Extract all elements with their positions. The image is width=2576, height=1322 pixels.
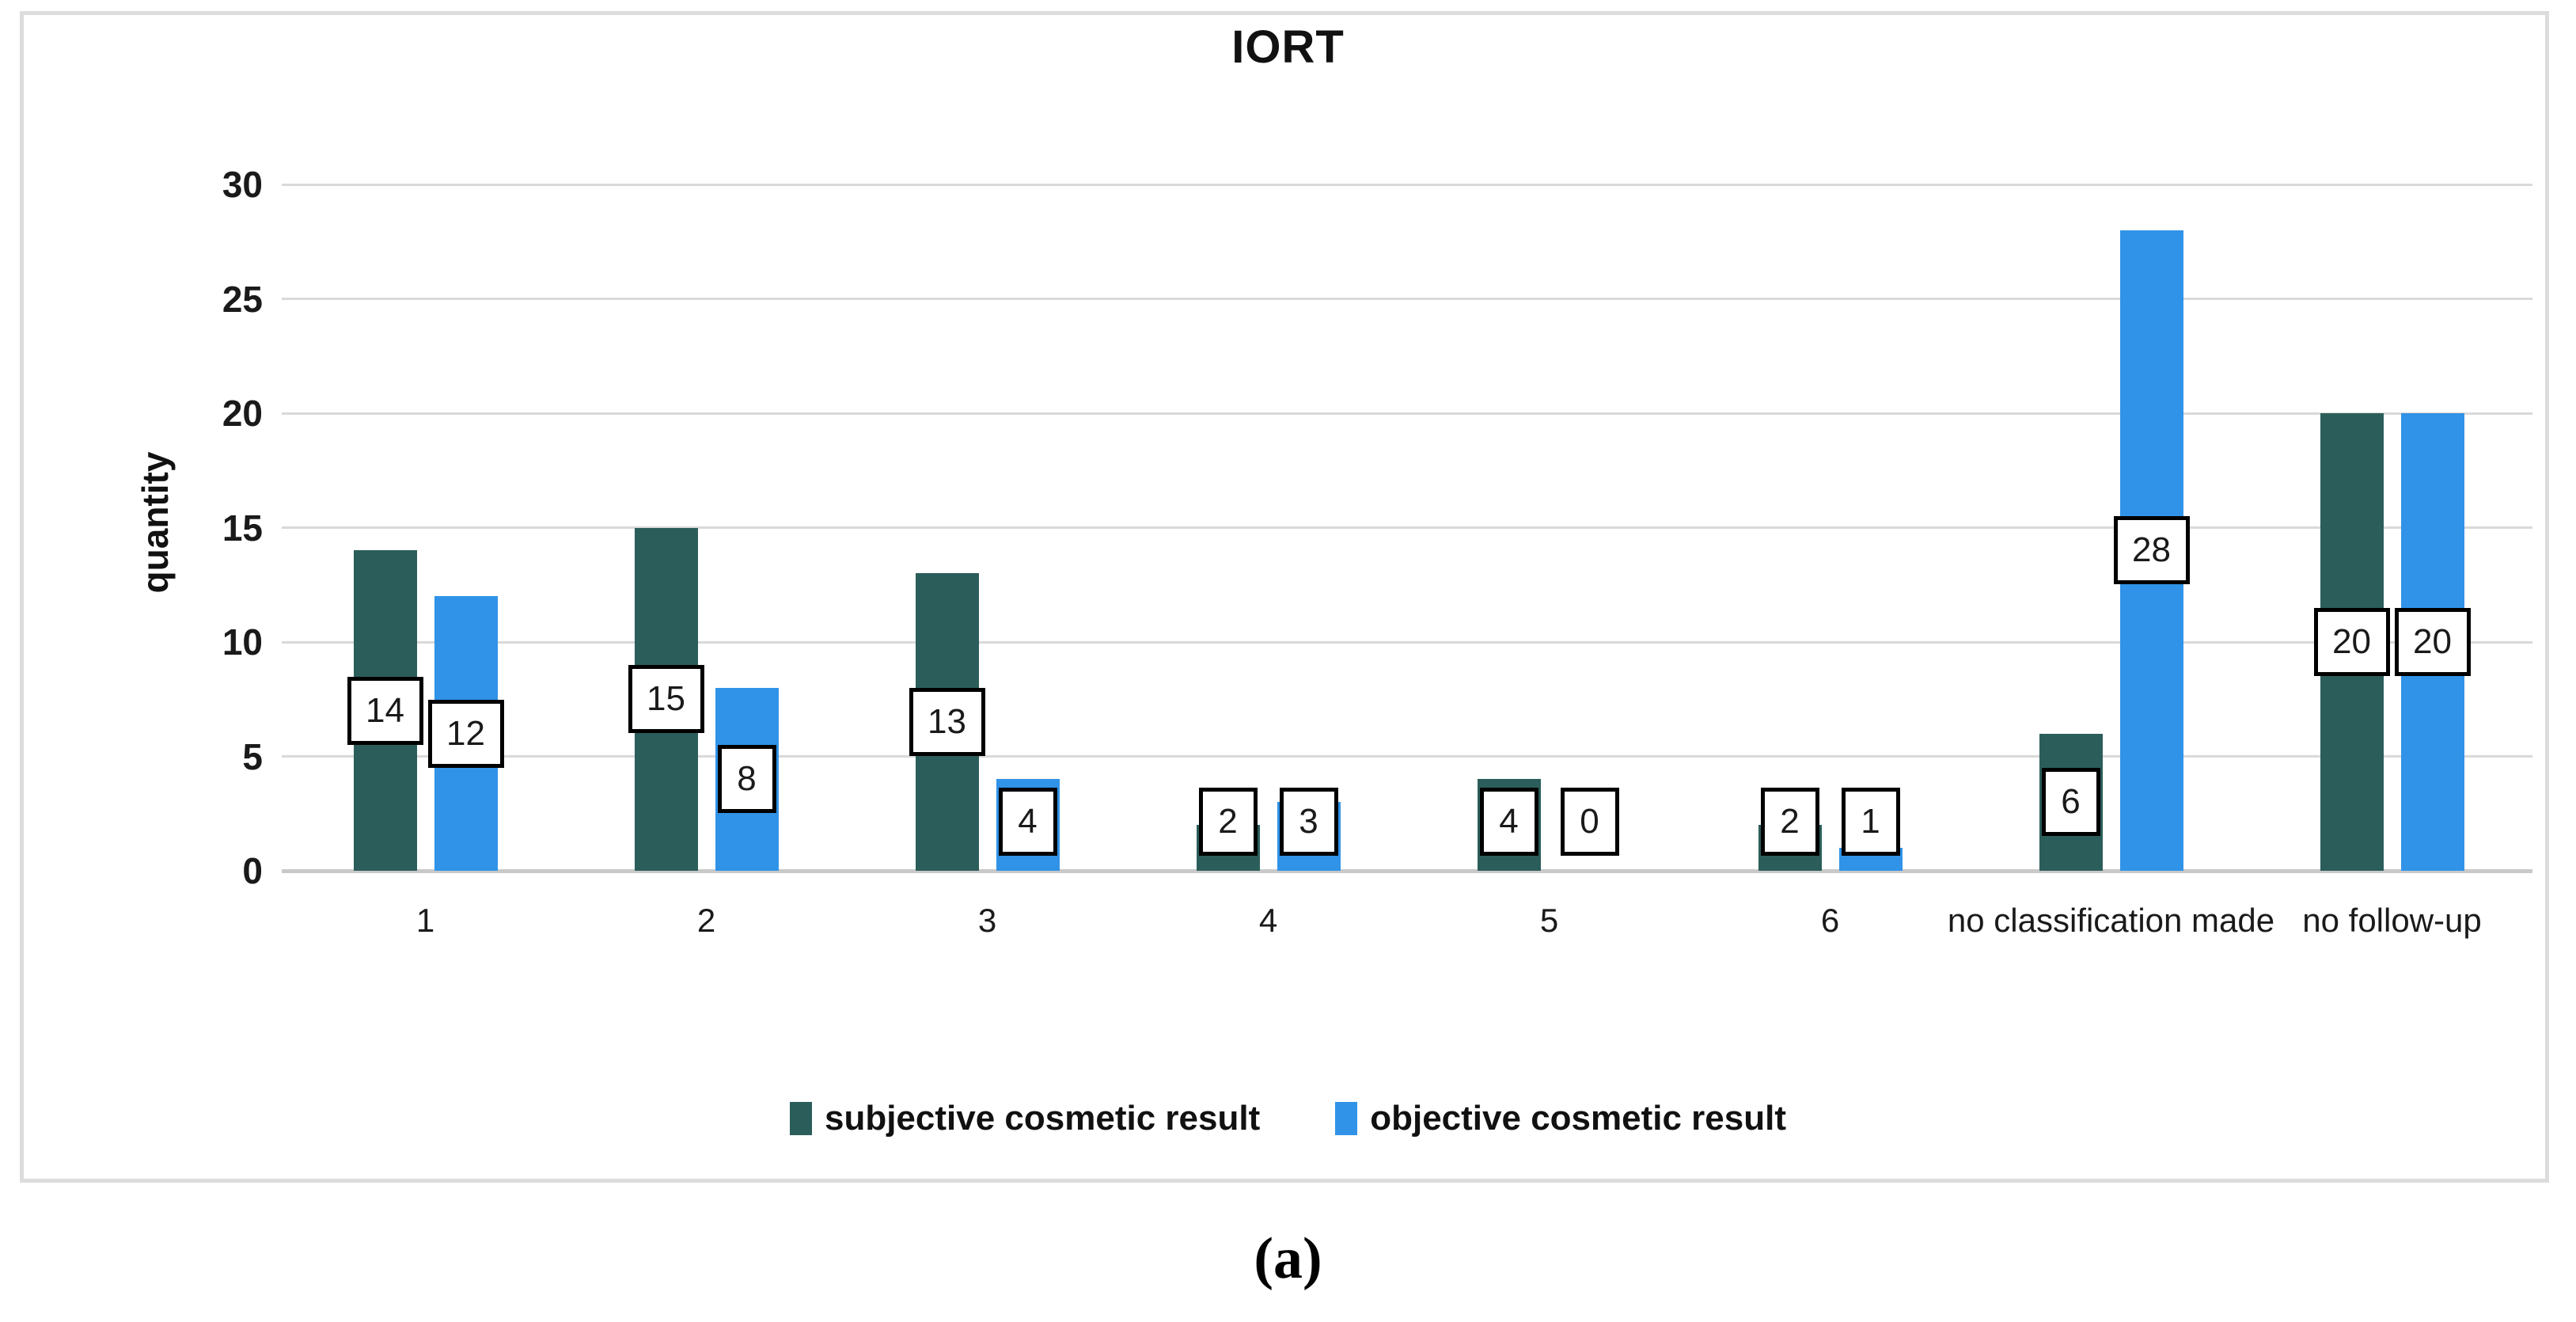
x-tick-label-3: 3 (977, 902, 997, 939)
gridline (282, 412, 2532, 415)
data-label-subjective-2: 15 (628, 665, 704, 734)
data-label-subjective-5: 4 (1479, 788, 1538, 856)
data-label-subjective-8: 20 (2313, 608, 2390, 676)
y-tick-label: 30 (222, 164, 263, 205)
data-label-objective-6: 1 (1841, 788, 1900, 856)
data-label-objective-2: 8 (717, 745, 776, 814)
legend-swatch-objective (1335, 1102, 1358, 1135)
gridline (282, 755, 2532, 758)
y-tick-label: 5 (242, 735, 263, 777)
data-label-subjective-7: 6 (2041, 768, 2100, 837)
x-tick-label-8: no follow-up (2302, 902, 2482, 939)
legend-item-objective: objective cosmetic result (1335, 1099, 1786, 1138)
x-tick-label-2: 2 (696, 902, 716, 939)
data-label-objective-4: 3 (1279, 788, 1338, 856)
y-tick-label: 20 (222, 393, 263, 434)
x-axis-line (282, 869, 2532, 873)
x-tick-label-1: 1 (415, 902, 435, 939)
x-tick-label-6: 6 (1820, 902, 1840, 939)
data-label-subjective-3: 13 (909, 688, 985, 757)
chart-title: IORT (1231, 21, 1345, 73)
x-tick-label-4: 4 (1258, 902, 1278, 939)
y-tick-label: 0 (242, 850, 263, 891)
data-label-subjective-4: 2 (1198, 788, 1258, 856)
y-tick-label: 25 (222, 278, 263, 320)
data-label-subjective-1: 14 (347, 676, 423, 745)
legend: subjective cosmetic result objective cosm… (0, 1099, 2576, 1138)
legend-item-subjective: subjective cosmetic result (789, 1099, 1261, 1138)
legend-label-objective: objective cosmetic result (1370, 1099, 1786, 1138)
data-label-objective-3: 4 (998, 788, 1057, 856)
gridline (282, 183, 2532, 186)
figure-caption: (a) (1254, 1226, 1322, 1291)
x-tick-label-5: 5 (1539, 902, 1559, 939)
data-label-objective-1: 12 (427, 699, 504, 768)
x-tick-label-7: no classification made (1947, 902, 2275, 939)
data-label-objective-8: 20 (2394, 608, 2471, 676)
y-tick-label: 10 (222, 621, 263, 663)
gridline (282, 526, 2532, 529)
legend-label-subjective: subjective cosmetic result (824, 1099, 1261, 1138)
legend-swatch-subjective (789, 1102, 812, 1135)
data-label-objective-7: 28 (2113, 516, 2190, 585)
data-label-objective-5: 0 (1560, 788, 1619, 856)
gridline (282, 298, 2532, 300)
gridline (282, 640, 2532, 644)
y-tick-label: 15 (222, 507, 263, 549)
data-label-subjective-6: 2 (1760, 788, 1819, 856)
